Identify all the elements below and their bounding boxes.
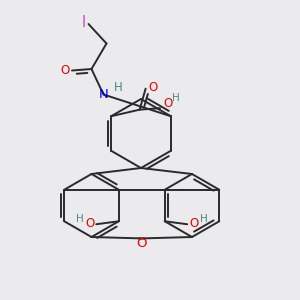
Text: N: N [99,88,108,101]
Text: O: O [148,81,158,94]
Text: O: O [61,64,70,77]
Text: O: O [189,217,198,230]
Text: H: H [172,93,179,103]
Text: I: I [82,15,86,30]
Text: H: H [76,214,84,224]
Text: O: O [85,217,94,230]
Text: H: H [113,81,122,94]
Text: O: O [163,97,172,110]
Text: O: O [136,237,147,250]
Text: H: H [200,214,208,224]
